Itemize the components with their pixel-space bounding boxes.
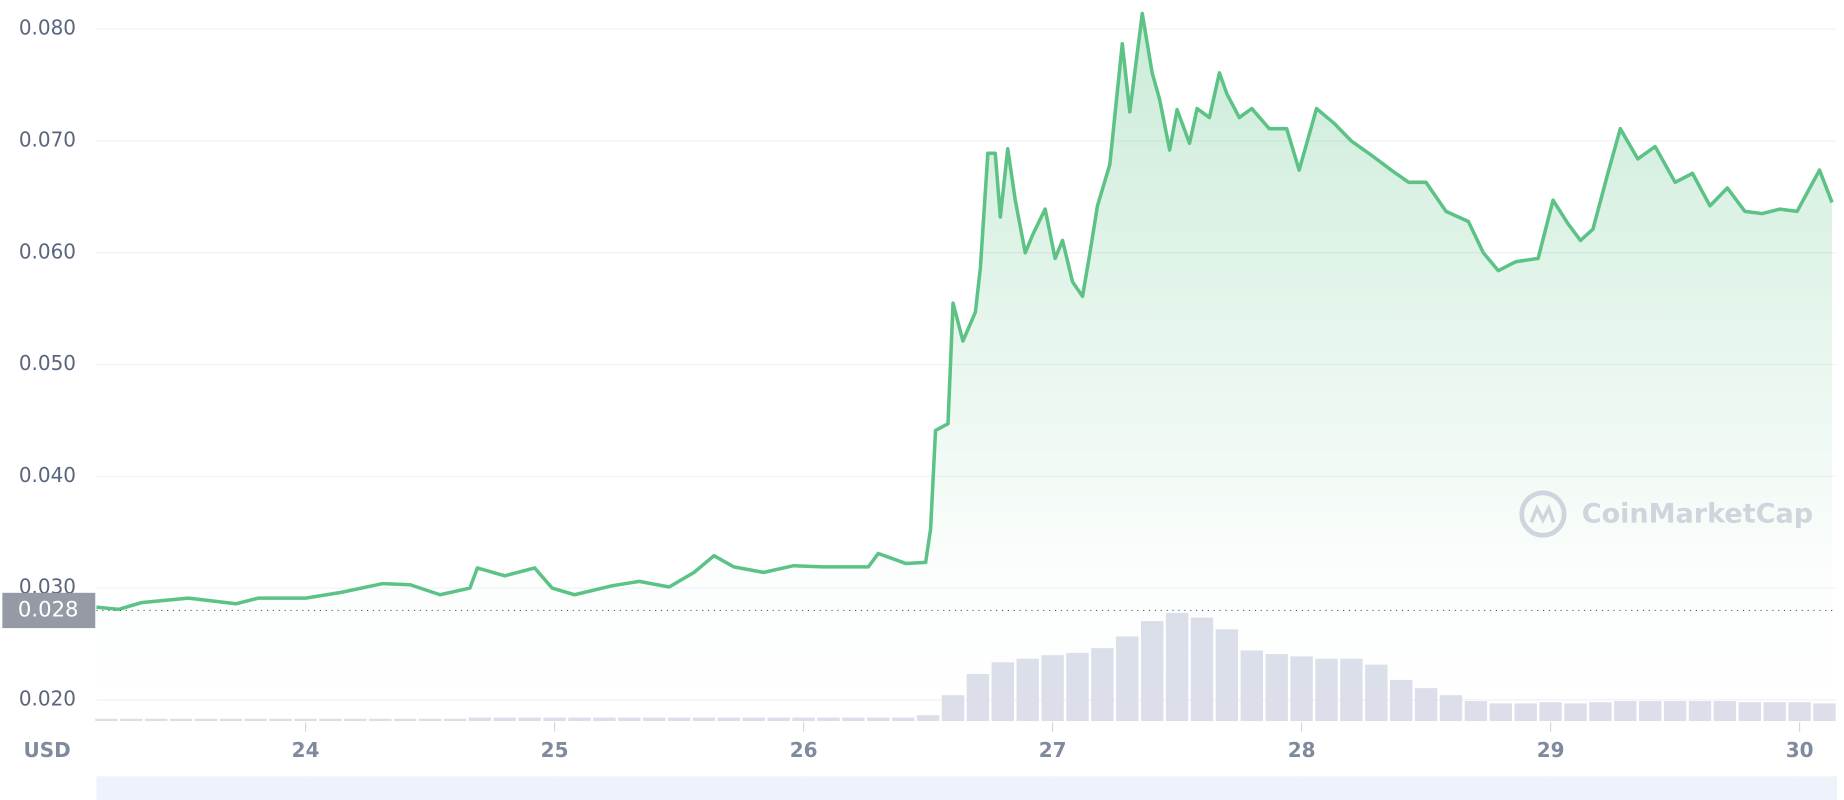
x-tick-label: 24 <box>292 738 320 762</box>
y-tick-label: 0.040 <box>19 463 76 487</box>
currency-label: USD <box>24 738 71 762</box>
x-tick-label: 28 <box>1288 738 1316 762</box>
watermark-text: CoinMarketCap <box>1582 499 1813 530</box>
x-tick-label: 30 <box>1786 738 1814 762</box>
x-tick-label: 27 <box>1039 738 1067 762</box>
y-tick-label: 0.050 <box>19 351 76 375</box>
y-tick-label: 0.070 <box>19 127 76 151</box>
price-area <box>96 13 1833 723</box>
last-price-label: 0.028 <box>18 596 79 621</box>
x-tick-label: 29 <box>1537 738 1565 762</box>
navigator[interactable] <box>96 776 1837 800</box>
y-tick-label: 0.060 <box>19 239 76 263</box>
last-price-badge <box>2 592 96 629</box>
x-tick-label: 26 <box>790 738 818 762</box>
x-tick-label: 25 <box>541 738 569 762</box>
y-tick-label: 0.020 <box>19 686 76 710</box>
y-tick-label: 0.080 <box>19 16 76 40</box>
watermark: CoinMarketCap <box>1519 490 1813 538</box>
price-line <box>96 11 1834 612</box>
